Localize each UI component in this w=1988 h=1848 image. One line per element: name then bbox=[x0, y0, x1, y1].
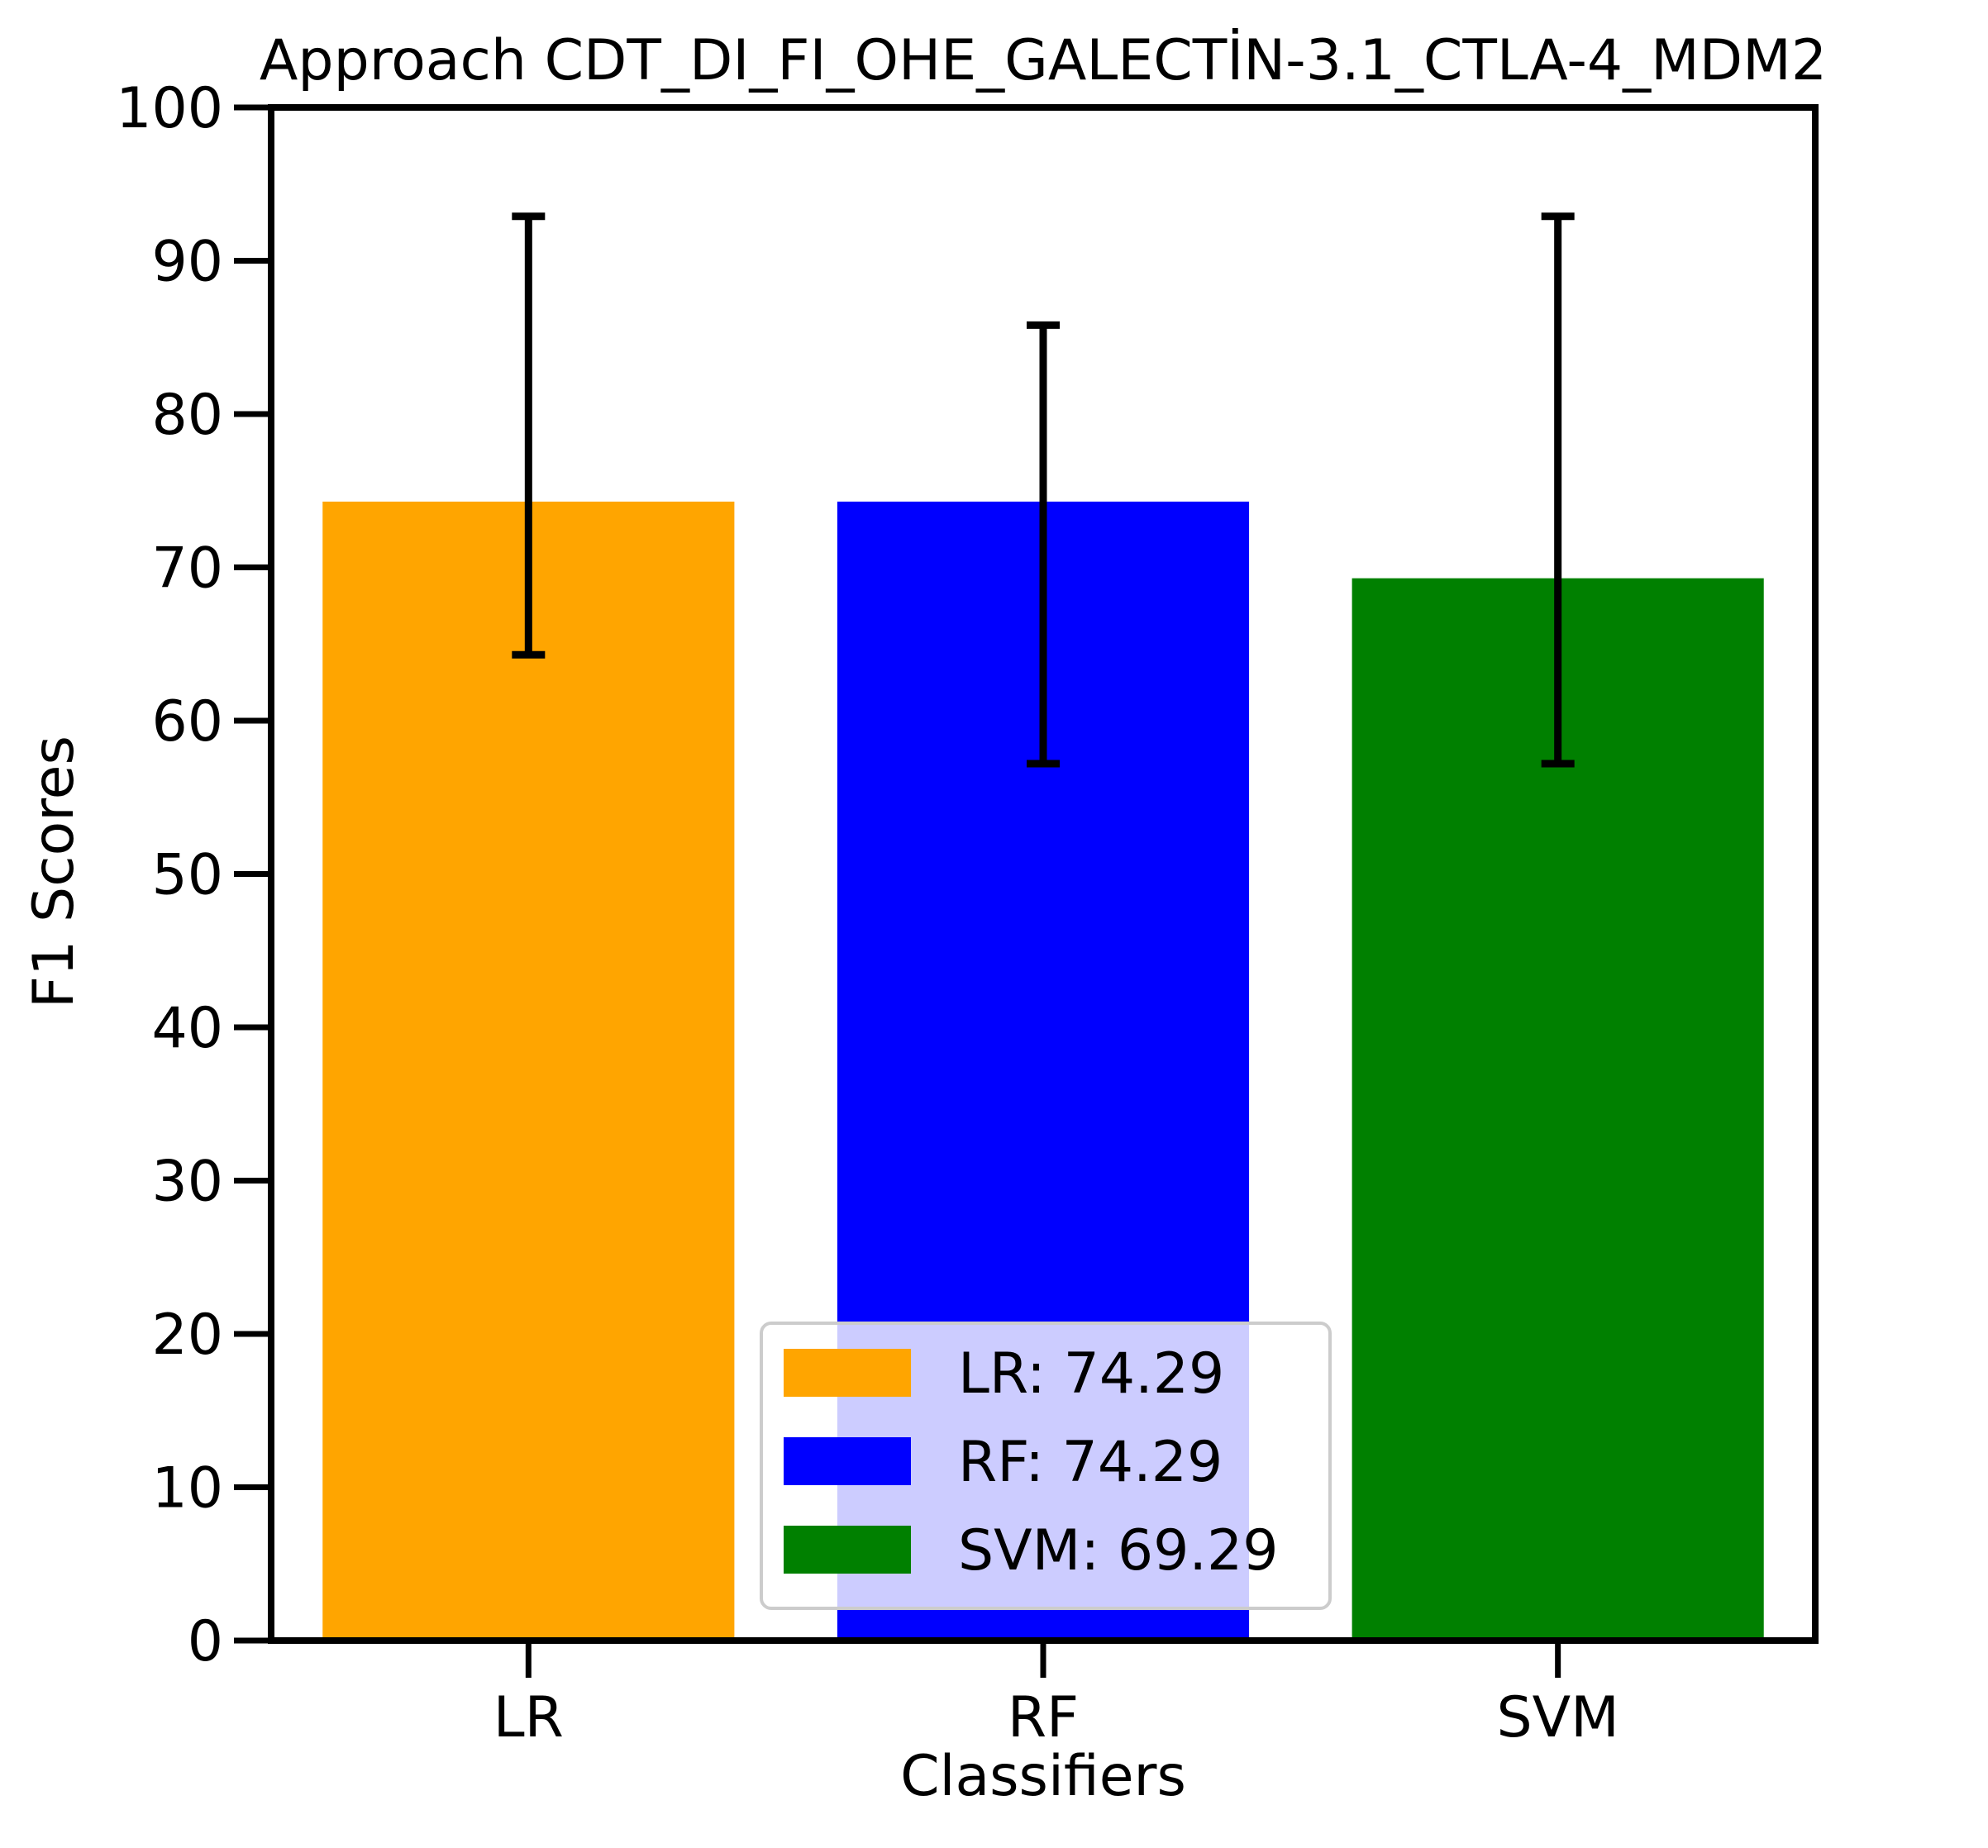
error-bar-rf bbox=[1027, 321, 1060, 768]
x-tick-label-svm: SVM bbox=[1496, 1685, 1619, 1750]
y-tick-label: 30 bbox=[151, 1150, 223, 1215]
y-tick-label: 50 bbox=[151, 843, 223, 908]
y-axis-label: F1 Scores bbox=[21, 736, 87, 1008]
y-tick-label: 10 bbox=[151, 1456, 223, 1522]
y-tick-label: 40 bbox=[151, 996, 223, 1061]
legend-swatch-rf bbox=[784, 1437, 911, 1485]
y-tick-label: 80 bbox=[151, 383, 223, 448]
y-tick-label: 70 bbox=[151, 536, 223, 602]
y-tick-label: 0 bbox=[188, 1609, 223, 1674]
error-bar-svm bbox=[1541, 212, 1575, 768]
y-tick-label: 90 bbox=[151, 230, 223, 295]
x-axis-label: Classifiers bbox=[900, 1744, 1186, 1809]
y-tick-label: 60 bbox=[151, 689, 223, 755]
error-bar-lr bbox=[512, 212, 546, 659]
legend-swatch-svm bbox=[784, 1526, 911, 1574]
chart-title: Approach CDT_DI_FI_OHE_GALECTİN-3.1_CTLA… bbox=[260, 28, 1827, 93]
legend-swatch-lr bbox=[784, 1349, 911, 1397]
bar-lr bbox=[322, 501, 735, 1641]
x-tick-label-rf: RF bbox=[1008, 1685, 1079, 1750]
legend-label-lr: LR: 74.29 bbox=[958, 1341, 1224, 1407]
y-tick-label: 20 bbox=[151, 1303, 223, 1368]
legend-label-svm: SVM: 69.29 bbox=[958, 1518, 1279, 1584]
legend-label-rf: RF: 74.29 bbox=[958, 1430, 1223, 1495]
x-tick-label-lr: LR bbox=[493, 1685, 564, 1750]
legend: LR: 74.29 RF: 74.29 SVM: 69.29 bbox=[760, 1322, 1332, 1610]
y-tick-label: 100 bbox=[116, 76, 223, 141]
